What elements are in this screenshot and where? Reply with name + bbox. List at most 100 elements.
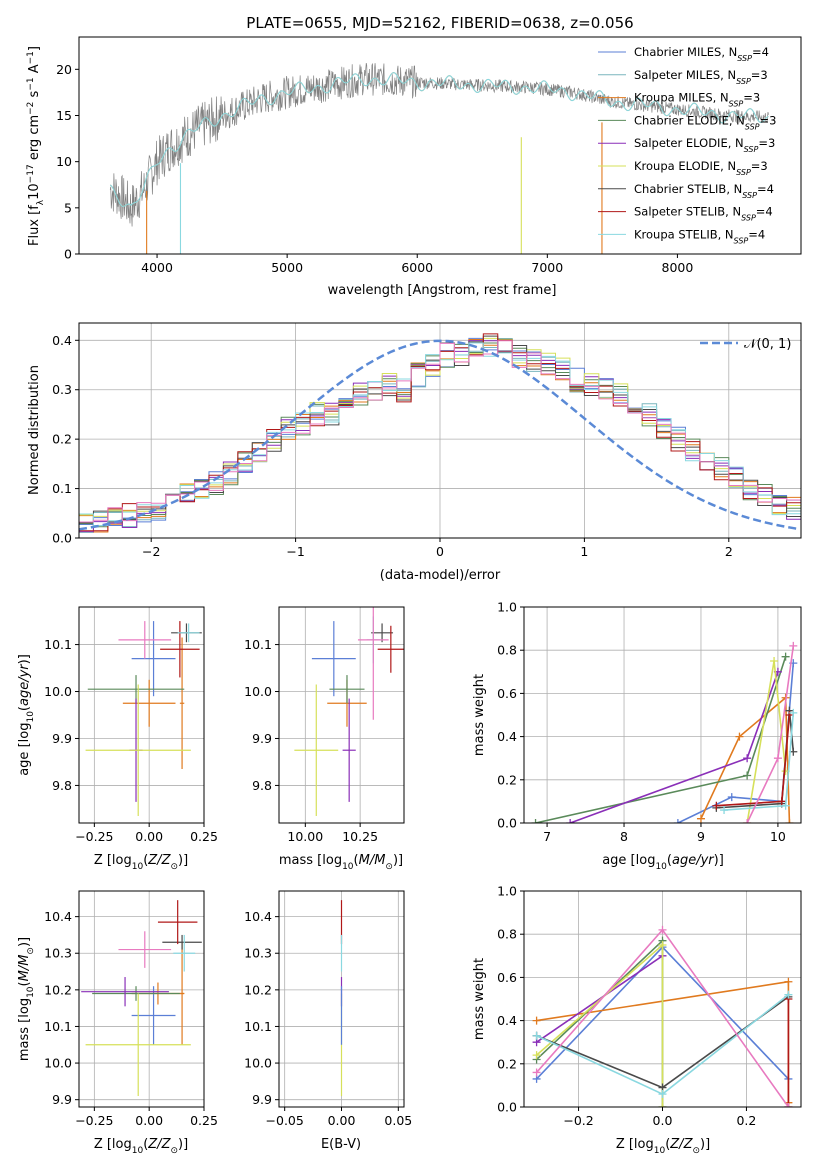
series-marker [727, 793, 736, 802]
legend-nssp: =4 [748, 227, 765, 241]
x-tick-label: 1 [580, 544, 588, 559]
legend-subscript: SSP [736, 168, 751, 177]
axes-mass-vs-metallicity: −0.25 0.00 0.25 9.9 10.0 10.1 10.2 10.3 10.4 Z [l… [17, 890, 218, 1156]
label-part: ( [17, 706, 32, 711]
x-tick-label: 0.25 [190, 1113, 218, 1128]
series-marker [781, 801, 790, 810]
legend-model: Chabrier MILES, N [634, 45, 737, 59]
label-part: erg cm [27, 115, 42, 164]
label-part: 10 [132, 1146, 144, 1156]
x-axis-label: E(B-V) [321, 1137, 361, 1152]
label-part: −1 [26, 51, 36, 64]
y-tick-label: 9.9 [52, 731, 72, 746]
y-tick-label: 0.4 [497, 729, 517, 744]
legend-nssp: =3 [751, 159, 768, 173]
series-marker [531, 819, 540, 823]
label-part: )] [178, 853, 188, 868]
y-tick-label: 20 [56, 62, 72, 77]
legend-entry: Kroupa ELODIE, NSSP=3 [634, 159, 768, 177]
series-marker [789, 641, 798, 650]
label-part: ( [354, 853, 359, 868]
x-tick-label: 9 [697, 829, 705, 844]
label-part: Z [log [616, 1137, 654, 1152]
label-part: age/yr [17, 663, 32, 706]
legend-nssp: =3 [751, 68, 768, 82]
series-marker [696, 814, 705, 823]
label-part: )] [700, 1137, 710, 1152]
spectrum-data-line [109, 62, 769, 227]
figure-title: PLATE=0655, MJD=52162, FIBERID=0638, z=0… [246, 14, 633, 32]
label-part: ⊙ [26, 947, 36, 955]
axes-frame [278, 890, 405, 1108]
axes-frame [78, 606, 205, 824]
x-axis-label: Z [log10(Z/Z⊙)] [616, 1137, 710, 1156]
label-part: )] [178, 1137, 188, 1152]
x-tick-label: 10.25 [342, 829, 378, 844]
x-axis-label: Z [log10(Z/Z⊙)] [94, 853, 188, 872]
axes-frame [523, 890, 802, 1108]
y-tick-label: 10.3 [44, 946, 72, 961]
y-axis-label: mass [log10(M/M⊙)] [17, 937, 36, 1061]
label-part: 10 [132, 862, 144, 872]
y-tick-label: 0.2 [497, 772, 517, 787]
x-axis-label: (data-model)/error [380, 568, 501, 583]
legend-entry: Kroupa STELIB, NSSP=4 [634, 227, 765, 245]
series-marker [785, 819, 794, 823]
series-marker [743, 771, 752, 780]
legend-nssp: =3 [758, 136, 775, 150]
label-part: 10 [26, 986, 36, 998]
label-part: λ [36, 199, 46, 205]
y-tick-label: 1.0 [497, 884, 517, 899]
y-tick-label: 0.8 [497, 643, 517, 658]
label-part: Z/Z [147, 853, 171, 868]
axes-mass-weight-vs-metallicity: −0.2 0.0 0.2 0.0 0.2 0.4 0.6 0.8 1.0 Z [log10(Z/Z… [472, 884, 802, 1156]
plot-area [79, 333, 801, 533]
series-line [536, 938, 664, 1107]
y-tick-label: 0.2 [497, 1056, 517, 1071]
legend-subscript: SSP [734, 236, 749, 245]
y-tick-label: 10.1 [44, 637, 72, 652]
label-part: )] [17, 937, 32, 947]
plot-area [109, 62, 769, 254]
series-line [569, 671, 779, 823]
plot-area [294, 607, 404, 816]
plot-area [81, 900, 202, 1097]
x-tick-label: −0.25 [75, 829, 113, 844]
x-tick-label: 0.0 [653, 1113, 673, 1128]
y-tick-label: 0.6 [497, 686, 517, 701]
y-tick-label: 10.1 [44, 1019, 72, 1034]
axes-frame [78, 890, 205, 1108]
y-tick-label: 10 [56, 154, 72, 169]
legend-entry: Chabrier STELIB, NSSP=4 [634, 182, 774, 200]
legend-subscript: SSP [744, 145, 759, 154]
y-tick-label: 0.6 [497, 970, 517, 985]
y-tick-label: 10.1 [244, 637, 272, 652]
y-tick-label: 10.0 [44, 1056, 72, 1071]
label-part: ( [143, 853, 148, 868]
label-part: A [27, 64, 42, 77]
label-part: ⊙ [385, 862, 393, 872]
label-part: Flux [f [27, 205, 42, 246]
x-tick-label: 7000 [531, 260, 563, 275]
y-tick-label: 15 [56, 108, 72, 123]
label-part: ⊙ [170, 862, 178, 872]
label-part: age [log [602, 853, 655, 868]
y-tick-label: 10.2 [244, 982, 272, 997]
legend-entry: Salpeter STELIB, NSSP=4 [634, 205, 773, 223]
y-tick-label: 0.0 [497, 816, 517, 831]
label-part: Z [log [94, 853, 132, 868]
legend-subscript: SSP [745, 122, 760, 131]
legend-subscript: SSP [742, 190, 757, 199]
label-part: 10 [342, 862, 354, 872]
series-marker [658, 941, 667, 949]
plot-area [532, 925, 793, 1107]
y-tick-label: 0.0 [52, 531, 72, 546]
y-tick-label: 10.2 [44, 982, 72, 997]
axes-frame [523, 606, 802, 824]
series-marker [781, 652, 790, 661]
series-marker [720, 806, 729, 815]
x-tick-label: 0.00 [135, 1113, 163, 1128]
axes-frame [278, 606, 405, 824]
